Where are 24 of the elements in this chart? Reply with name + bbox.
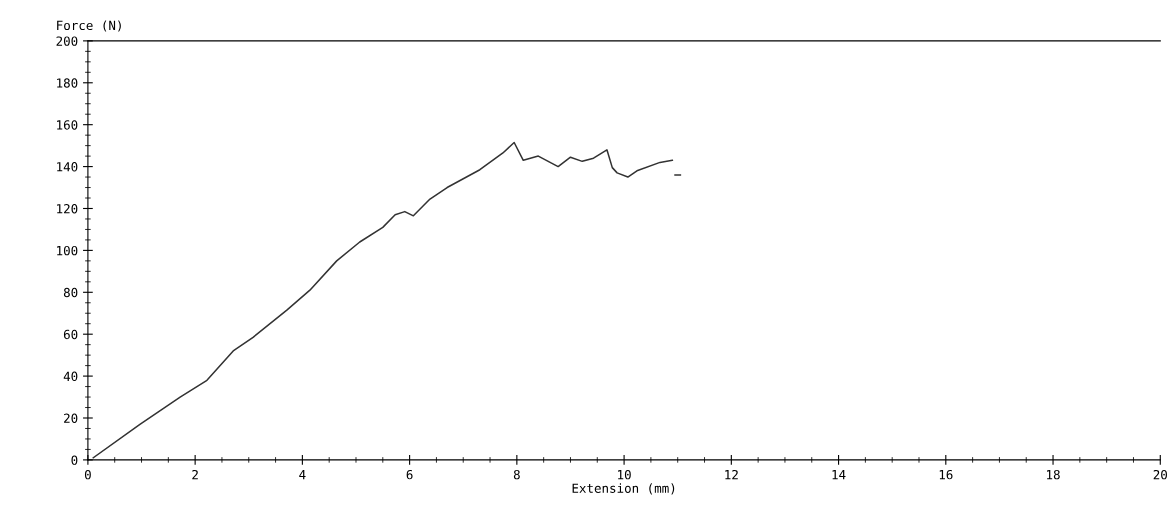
y-tick-label: 120 (57, 203, 78, 214)
x-tick-label: 10 (618, 469, 631, 480)
x-axis-title: Extension (mm) (572, 483, 675, 495)
x-tick-label: 14 (832, 470, 846, 480)
y-tick-label: 200 (56, 36, 78, 46)
y-axis-title: Force (N) (57, 20, 121, 32)
x-tick-label: 8 (513, 469, 520, 480)
x-tick-label: 18 (1047, 469, 1060, 480)
y-tick-label: 80 (63, 287, 78, 298)
y-tick-label: 0 (71, 455, 78, 465)
y-tick-label: 20 (64, 413, 78, 423)
x-tick-label: 16 (939, 469, 953, 480)
x-tick-label: 0 (84, 469, 91, 480)
y-tick-label: 60 (63, 329, 78, 340)
y-tick-label: 100 (57, 245, 78, 256)
y-tick-label: 180 (57, 78, 78, 88)
x-tick-label: 12 (725, 469, 738, 480)
x-tick-label: 4 (299, 470, 306, 480)
x-tick-label: 6 (406, 469, 413, 480)
x-tick-label: 20 (1153, 469, 1167, 480)
y-tick-label: 40 (63, 371, 78, 382)
y-tick-label: 160 (57, 120, 78, 130)
x-tick-label: 2 (192, 469, 198, 480)
y-tick-label: 140 (57, 162, 78, 172)
